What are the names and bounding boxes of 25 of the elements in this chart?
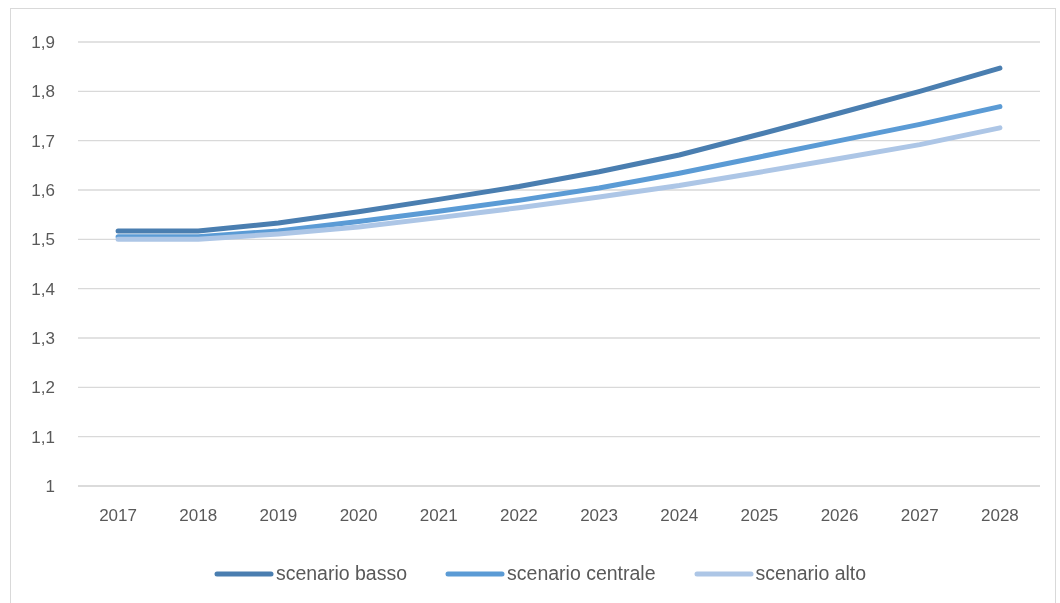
x-tick-label: 2018	[179, 506, 218, 526]
legend-label: scenario basso	[275, 562, 408, 585]
y-tick-label: 1,6	[31, 181, 55, 201]
legend-label: scenario alto	[755, 562, 867, 585]
x-tick-label: 2026	[820, 506, 859, 526]
x-tick-label: 2019	[259, 506, 298, 526]
legend-label: scenario centrale	[507, 562, 656, 585]
y-tick-label: 1,9	[31, 33, 55, 53]
y-tick-label: 1,2	[31, 378, 55, 398]
x-tick-label: 2027	[900, 506, 939, 526]
y-tick-label: 1	[45, 477, 55, 497]
x-tick-label: 2025	[740, 506, 779, 526]
y-tick-label: 1,3	[31, 329, 55, 349]
x-tick-label: 2024	[660, 506, 699, 526]
y-tick-label: 1,4	[31, 279, 55, 299]
y-tick-label: 1,5	[31, 230, 55, 250]
x-tick-label: 2028	[981, 506, 1019, 526]
x-tick-label: 2021	[419, 506, 458, 526]
x-tick-label: 2020	[339, 506, 378, 526]
y-tick-label: 1,7	[31, 131, 55, 151]
x-tick-label: 2022	[500, 506, 538, 526]
x-tick-label: 2023	[580, 506, 618, 526]
y-tick-label: 1,1	[31, 427, 55, 447]
y-tick-label: 1,8	[31, 82, 55, 102]
x-tick-label: 2017	[99, 506, 137, 526]
